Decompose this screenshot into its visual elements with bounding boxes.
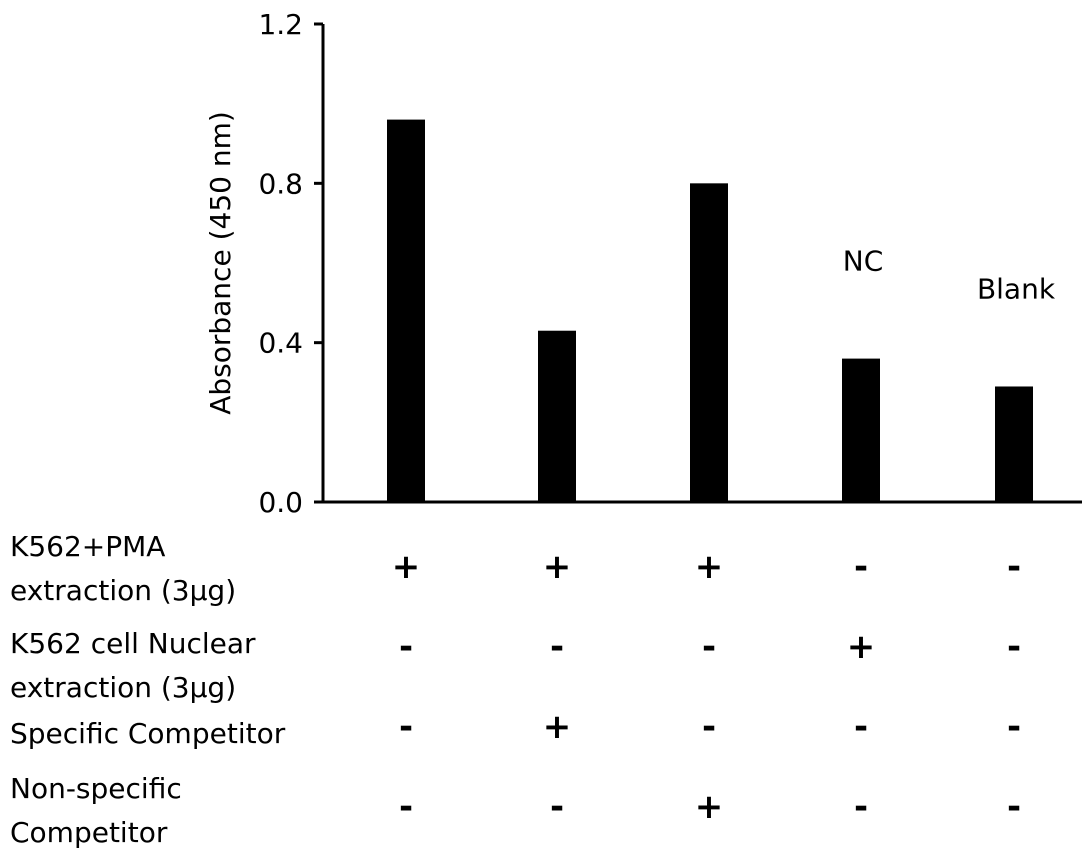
y-tick-label: 0.0: [258, 486, 303, 519]
condition-label: Specific Competitor: [10, 717, 286, 750]
condition-sign: +: [694, 547, 724, 587]
condition-sign: +: [391, 547, 421, 587]
condition-sign: -: [549, 787, 565, 827]
condition-sign: -: [398, 707, 414, 747]
condition-sign: -: [1006, 627, 1022, 667]
condition-sign: -: [853, 787, 869, 827]
bar: [538, 330, 576, 502]
y-tick-label: 0.8: [258, 167, 303, 200]
y-ticks: 0.0 0.4 0.8 1.2: [258, 8, 323, 519]
y-axis-title: Absorbance (450 nm): [204, 111, 237, 415]
bar: [690, 183, 728, 503]
bar: [995, 386, 1033, 502]
bar-annotation: NC: [843, 245, 884, 278]
bars: [387, 119, 1033, 503]
bar-annotations: NC Blank: [843, 245, 1056, 306]
y-tick-label: 0.4: [258, 327, 303, 360]
condition-sign: -: [1006, 547, 1022, 587]
condition-sign: -: [1006, 707, 1022, 747]
condition-sign: +: [542, 707, 572, 747]
condition-sign: -: [1006, 787, 1022, 827]
condition-sign: -: [701, 627, 717, 667]
condition-sign: +: [694, 787, 724, 827]
condition-sign: -: [549, 627, 565, 667]
bar-annotation: Blank: [977, 272, 1056, 305]
condition-sign: -: [853, 547, 869, 587]
condition-sign: +: [846, 627, 876, 667]
condition-label: Non-specific Competitor: [10, 772, 182, 849]
condition-sign: -: [853, 707, 869, 747]
condition-sign: -: [398, 627, 414, 667]
condition-sign: -: [701, 707, 717, 747]
bar: [842, 358, 880, 502]
condition-label: K562+PMA extraction (3μg): [10, 530, 237, 607]
bar-chart: Absorbance (450 nm) 0.00.40.81.2 12345 N…: [204, 8, 1082, 519]
condition-sign: +: [542, 547, 572, 587]
condition-sign: -: [398, 787, 414, 827]
y-tick-label: 1.2: [258, 8, 303, 41]
condition-label: K562 cell Nuclear extraction (3μg): [10, 627, 256, 704]
bar: [387, 119, 425, 502]
